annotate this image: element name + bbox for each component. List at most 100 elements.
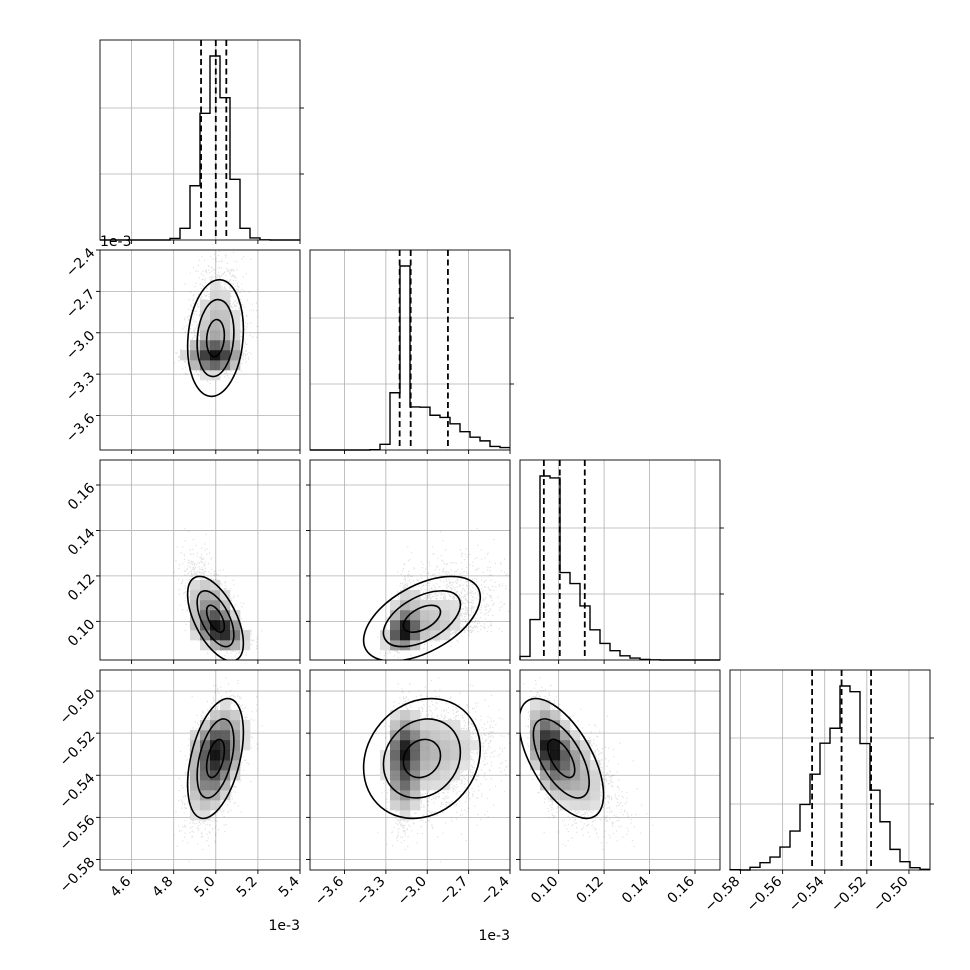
contour-line — [402, 738, 442, 779]
x-tick-label: −3.3 — [353, 874, 388, 909]
density-cell — [230, 730, 241, 741]
density-cell — [220, 750, 231, 761]
density-cell — [230, 710, 241, 721]
y-tick-label: −3.0 — [63, 328, 98, 363]
density-cell — [210, 610, 221, 621]
density-cell — [220, 600, 231, 611]
density-cell — [400, 810, 411, 821]
offset-label-x-param1: 1e-3 — [269, 918, 300, 934]
density-cell — [410, 730, 421, 741]
density-cell — [420, 610, 431, 621]
density-cell — [400, 790, 411, 801]
contour-line — [186, 278, 245, 398]
density-cell — [550, 740, 561, 751]
density-cell — [570, 790, 581, 801]
density-cell — [420, 730, 431, 741]
density-cell — [230, 360, 241, 371]
density-cell — [550, 730, 561, 741]
panel-frame — [729, 669, 931, 871]
density-cell — [200, 330, 211, 341]
density-cell — [190, 340, 201, 351]
contour-line — [186, 697, 245, 820]
density-cell — [560, 770, 571, 781]
density-cell — [410, 600, 421, 611]
density-cell — [390, 610, 401, 621]
density-cell — [230, 350, 241, 361]
density-cell — [220, 630, 231, 641]
density-cell — [220, 720, 231, 731]
density-cell — [430, 730, 441, 741]
density-cell — [450, 620, 461, 631]
density-cell — [550, 790, 561, 801]
density-cell — [240, 720, 251, 731]
density-cell — [400, 780, 411, 791]
density-cell — [570, 740, 581, 751]
contour-line — [205, 604, 226, 633]
density-cell — [440, 740, 451, 751]
density-cell — [390, 790, 401, 801]
density-cell — [190, 800, 201, 811]
density-cell — [200, 730, 211, 741]
x-tick-label: −3.0 — [395, 874, 430, 909]
density-cell — [410, 800, 421, 811]
density-cell — [420, 770, 431, 781]
density-cell — [580, 750, 591, 761]
density-cell — [560, 750, 571, 761]
density-cell — [230, 740, 241, 751]
x-tick-label: −0.56 — [744, 873, 786, 915]
density-cell — [190, 780, 201, 791]
density-cell — [230, 760, 241, 771]
x-tick-label: −0.50 — [870, 874, 912, 916]
density-cell — [210, 630, 221, 641]
histogram-step — [100, 55, 300, 241]
density-cell — [580, 760, 591, 771]
density-cell — [570, 730, 581, 741]
contour-line — [402, 604, 442, 633]
density-cell — [400, 600, 411, 611]
density-cell — [210, 340, 221, 351]
panel-frame — [309, 459, 511, 661]
x-tick-label: 5.0 — [192, 874, 219, 901]
density-cell — [560, 800, 571, 811]
density-cell — [210, 310, 221, 321]
density-cell — [200, 310, 211, 321]
density-cell — [450, 760, 461, 771]
density-cell — [530, 710, 541, 721]
density-cell — [190, 590, 201, 601]
density-cell — [420, 620, 431, 631]
density-cell — [440, 600, 451, 611]
density-cell — [570, 800, 581, 811]
density-cell — [230, 620, 241, 631]
density-cell — [200, 630, 211, 641]
density-cell — [440, 630, 451, 641]
scatter-points — [377, 528, 510, 659]
density-cell — [560, 740, 571, 751]
density-cell — [230, 310, 241, 321]
y-tick-label: −3.3 — [63, 369, 98, 404]
density-cell — [190, 610, 201, 621]
panel-frame — [519, 459, 721, 661]
density-cell — [380, 630, 391, 641]
density-cell — [540, 770, 551, 781]
density-cell — [190, 760, 201, 771]
density-cell — [210, 710, 221, 721]
density-cell — [530, 730, 541, 741]
density-cell — [200, 810, 211, 821]
density-cell — [400, 730, 411, 741]
scatter-panel-4-2: −3.6 −3.3 −3.0 −2.7 −2.4 — [306, 669, 513, 909]
contour-line — [520, 697, 605, 820]
density-cell — [220, 740, 231, 751]
density-cell — [190, 730, 201, 741]
panel-content — [173, 250, 259, 398]
density-cell — [530, 750, 541, 761]
density-cell — [560, 730, 571, 741]
density-cell — [240, 730, 251, 741]
density-cell — [200, 780, 211, 791]
panels-layer: −0.58 −0.56 −0.54 −0.52 −0.50−3.6−3.3−3.0−2.… — [57, 39, 934, 944]
density-cell — [200, 740, 211, 751]
x-tick-label: −3.6 — [312, 873, 347, 908]
density-cell — [410, 620, 421, 631]
density-cell — [420, 720, 431, 731]
density-cell — [220, 730, 231, 741]
